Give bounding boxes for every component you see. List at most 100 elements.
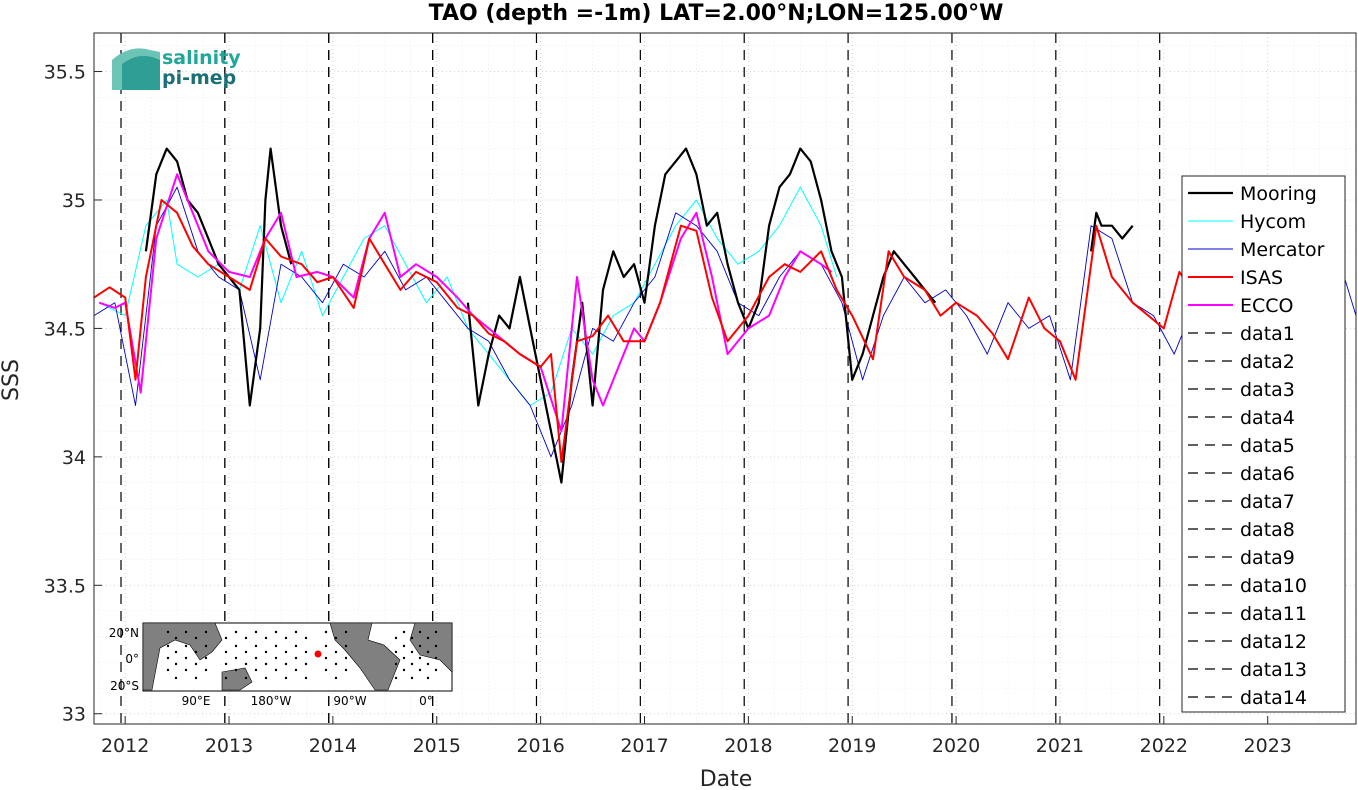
series-line-isas-0: [93, 199, 1305, 463]
inset-mooring-dot: [234, 656, 238, 660]
inset-mooring-dot: [184, 656, 188, 660]
y-tick-label-35: 35: [62, 190, 86, 212]
inset-mooring-dot: [224, 662, 228, 666]
inset-mooring-dot: [410, 636, 414, 640]
inset-mooring-dot: [324, 656, 328, 660]
legend-box: [1181, 175, 1346, 713]
inset-mooring-dot: [234, 668, 238, 672]
x-tick-label-2012: 2012: [101, 735, 149, 757]
inset-mooring-dot: [204, 630, 208, 634]
inset-mooring-dot: [274, 630, 278, 634]
x-tick-label-2017: 2017: [620, 735, 668, 757]
inset-mooring-dot: [194, 650, 198, 654]
legend: Mooring Hycom Mercator ISAS ECCO data1 data2 da…: [1181, 175, 1346, 713]
legend-label-data4: data4: [1240, 407, 1295, 429]
series-line-mooring-2: [1090, 211, 1134, 252]
inset-mooring-dot: [304, 662, 308, 666]
inset-mooring-dot: [402, 656, 406, 660]
inset-mooring-dot: [304, 650, 308, 654]
legend-label-data8: data8: [1240, 519, 1295, 541]
series-line-mooring-0: [144, 147, 293, 407]
x-axis-label: Date: [700, 767, 753, 790]
inset-mooring-dot: [254, 644, 258, 648]
inset-lon-label-0: 0°: [419, 694, 433, 708]
y-tick-label-34: 34: [62, 447, 86, 469]
inset-mooring-dot: [194, 636, 198, 640]
inset-mooring-dot: [274, 644, 278, 648]
inset-mooring-dot: [204, 656, 208, 660]
legend-label-data2: data2: [1240, 351, 1295, 373]
y-tick-label-33: 33: [62, 704, 86, 726]
logo-text-pimep: pi-mep: [162, 67, 236, 89]
inset-mooring-dot: [434, 656, 438, 660]
inset-mooring-dot: [410, 662, 414, 666]
inset-mooring-dot: [224, 650, 228, 654]
x-tick-label-2015: 2015: [413, 735, 461, 757]
inset-mooring-dot: [174, 636, 178, 640]
inset-mooring-dot: [274, 668, 278, 672]
inset-mooring-dot: [426, 650, 430, 654]
inset-mooring-dot: [294, 668, 298, 672]
inset-mooring-dot: [194, 676, 198, 680]
x-tick-label-2018: 2018: [724, 735, 772, 757]
inset-mooring-dot: [394, 636, 398, 640]
inset-land-americas: [329, 622, 401, 691]
inset-mooring-dot: [244, 662, 248, 666]
inset-mooring-dot: [174, 662, 178, 666]
inset-mooring-dot: [244, 650, 248, 654]
vertical-date-lines: [120, 33, 1161, 724]
inset-mooring-dot: [294, 644, 298, 648]
legend-label-mercator: Mercator: [1240, 239, 1325, 261]
inset-mooring-dot: [264, 650, 268, 654]
inset-map: 20°N 0° 20°S 90°E 180°W 90°W 0°: [109, 622, 453, 708]
inset-lon-label-90w: 90°W: [333, 694, 366, 708]
legend-label-data1: data1: [1240, 323, 1295, 345]
legend-label-hycom: Hycom: [1240, 211, 1306, 233]
inset-mooring-dot: [334, 636, 338, 640]
legend-label-data12: data12: [1240, 631, 1307, 653]
inset-mooring-dot: [284, 676, 288, 680]
inset-mooring-dot: [166, 656, 170, 660]
inset-mooring-dots: [166, 630, 438, 680]
legend-label-data7: data7: [1240, 491, 1295, 513]
inset-mooring-dot: [394, 676, 398, 680]
inset-mooring-dot: [204, 644, 208, 648]
inset-mooring-dot: [166, 668, 170, 672]
legend-label-data6: data6: [1240, 463, 1295, 485]
inset-mooring-dot: [394, 650, 398, 654]
inset-mooring-dot: [418, 630, 422, 634]
inset-mooring-dot: [334, 676, 338, 680]
inset-mooring-dot: [434, 630, 438, 634]
inset-mooring-dot: [264, 636, 268, 640]
inset-mooring-dot: [166, 644, 170, 648]
inset-mooring-dot: [224, 636, 228, 640]
inset-mooring-dot: [418, 656, 422, 660]
inset-lon-label-180w: 180°W: [251, 694, 292, 708]
inset-lat-label-20s: 20°S: [110, 679, 139, 693]
x-tick-label-2021: 2021: [1036, 735, 1084, 757]
x-tick-label-2016: 2016: [516, 735, 564, 757]
legend-label-mooring: Mooring: [1240, 183, 1317, 205]
legend-label-data9: data9: [1240, 547, 1295, 569]
inset-mooring-dot: [294, 630, 298, 634]
inset-mooring-dot: [402, 644, 406, 648]
inset-mooring-dot: [234, 630, 238, 634]
legend-label-data11: data11: [1240, 603, 1307, 625]
logo-text-salinity: salinity: [162, 47, 241, 69]
inset-mooring-dot: [224, 676, 228, 680]
inset-mooring-dot: [418, 644, 422, 648]
inset-mooring-dot: [264, 662, 268, 666]
x-tick-label-2023: 2023: [1244, 735, 1292, 757]
y-tick-label-33.5: 33.5: [44, 575, 86, 597]
plot-area: 2012 2013 2014 2015 2016 2017 2018 2019 2020 2021…: [44, 32, 1357, 757]
inset-mooring-dot: [234, 644, 238, 648]
inset-mooring-dot: [418, 668, 422, 672]
plot-frame: [93, 32, 1357, 725]
inset-lat-label-0: 0°: [125, 652, 139, 666]
legend-items: Mooring Hycom Mercator ISAS ECCO data1 data2 da…: [1188, 183, 1325, 709]
inset-mooring-dot: [254, 630, 258, 634]
salinity-pimep-logo: salinity pi-mep: [112, 47, 241, 90]
inset-mooring-dot: [410, 650, 414, 654]
inset-mooring-dot: [284, 662, 288, 666]
